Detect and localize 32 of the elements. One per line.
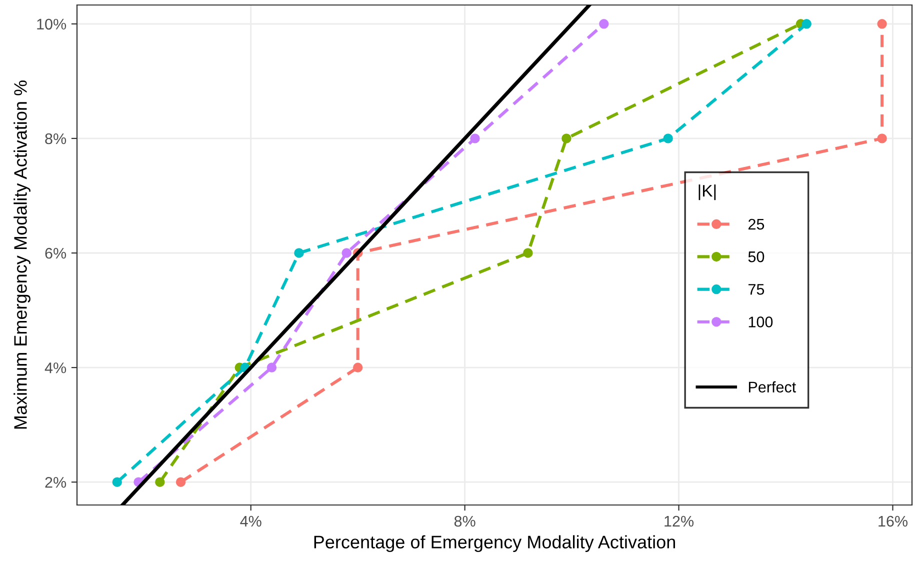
y-tick-label: 2%: [45, 476, 66, 488]
y-tick-label: 6%: [45, 248, 66, 259]
point: [663, 134, 673, 144]
y-tick-label: 10%: [37, 18, 66, 30]
legend-label: 50: [748, 251, 764, 262]
point: [266, 362, 277, 372]
legend-label: 75: [748, 284, 764, 295]
point: [523, 248, 533, 258]
y-axis-title: Maximum Emergency Modality Activation %: [14, 80, 30, 429]
point: [877, 19, 887, 29]
point: [294, 248, 304, 258]
legend-title: |K|: [698, 184, 716, 200]
point: [112, 477, 122, 487]
point: [802, 19, 812, 29]
point: [877, 134, 887, 144]
point: [599, 19, 609, 29]
point: [470, 134, 480, 144]
legend-label: Perfect: [748, 381, 796, 393]
point: [562, 134, 572, 144]
point: [155, 477, 165, 487]
point: [342, 248, 352, 258]
legend-label: 100: [748, 316, 773, 328]
y-tick-label: 8%: [45, 133, 66, 144]
point: [352, 362, 363, 372]
x-tick-label: 16%: [878, 516, 908, 527]
point: [176, 477, 186, 487]
x-tick-label: 8%: [454, 516, 476, 527]
x-tick-label: 12%: [664, 516, 694, 527]
y-tick-label: 4%: [44, 362, 66, 374]
x-tick-label: 4%: [240, 516, 262, 527]
legend-label: 25: [748, 218, 764, 230]
x-axis-title: Percentage of Emergency Modality Activation: [314, 535, 675, 552]
